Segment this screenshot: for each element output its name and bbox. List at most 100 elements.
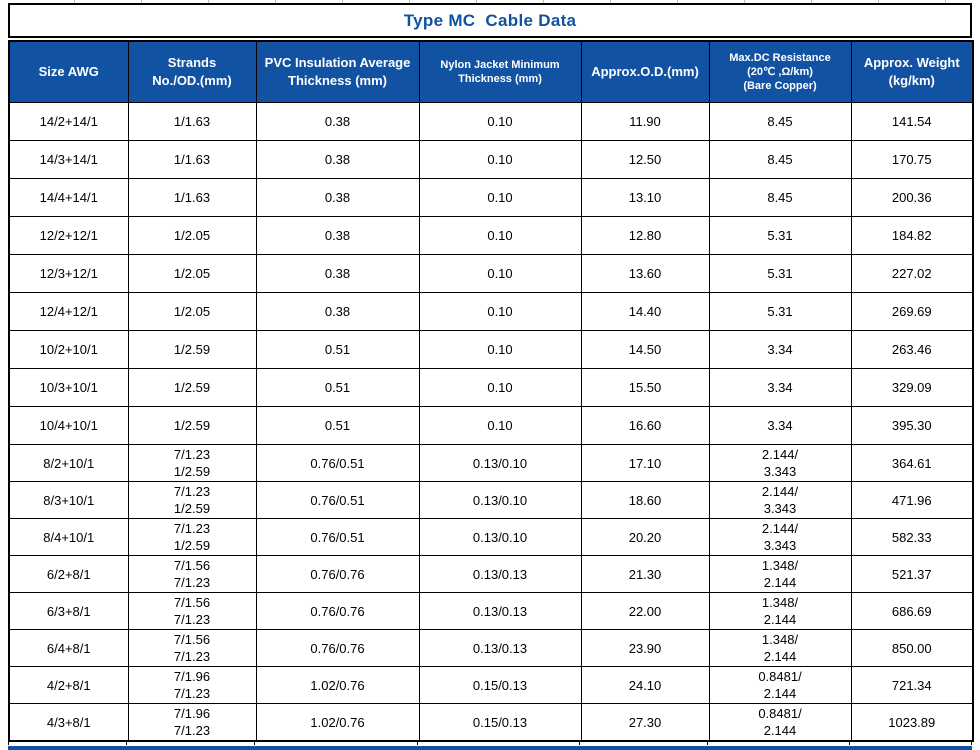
- cell-line: 2.144: [763, 575, 797, 590]
- cell-line: 8.45: [767, 152, 793, 167]
- cell-line: 2.144/: [761, 521, 799, 536]
- cropped-cell: [850, 742, 972, 745]
- cell-strands: 7/1.56 7/1.23: [127, 555, 257, 593]
- cell-weight: 471.96: [850, 481, 974, 519]
- cell-size: 8/4+10/1: [8, 518, 129, 556]
- cell-line: 1023.89: [888, 714, 936, 730]
- cell-line: 7/1.23: [173, 447, 211, 462]
- cell-weight: 200.36: [850, 178, 974, 217]
- cell-strands: 7/1.23 1/2.59: [127, 518, 257, 556]
- cell-line: 8/3+10/1: [43, 492, 95, 508]
- table-row: 14/3+14/1 1/1.63 0.38 0.10 12.50 8.45 170.75: [8, 140, 974, 179]
- cell-resistance: 5.31: [708, 254, 852, 293]
- cell-line: 1.348/: [761, 632, 799, 647]
- cell-pvc: 0.76/0.51: [255, 481, 420, 519]
- cell-pvc: 0.38: [255, 254, 420, 293]
- cell-resistance: 8.45: [708, 140, 852, 179]
- cell-line: 18.60: [628, 492, 662, 508]
- cell-line: 200.36: [891, 190, 932, 205]
- cropped-row-above: [8, 0, 972, 3]
- cell-strands: 1/2.59: [127, 406, 257, 445]
- cell-line: 7/1.23: [173, 575, 211, 590]
- cell-line: 3.34: [767, 342, 793, 357]
- cell-line: 2.144/: [761, 447, 799, 462]
- cell-line: 0.10: [487, 114, 513, 129]
- cell-line: 0.38: [324, 190, 351, 205]
- cell-weight: 170.75: [850, 140, 974, 179]
- header-line: (20℃ ,Ω/km): [747, 66, 813, 78]
- cell-nylon: 0.10: [418, 178, 582, 217]
- cell-nylon: 0.13/0.10: [418, 481, 582, 519]
- cell-resistance: 5.31: [708, 292, 852, 331]
- cell-line: 1/1.63: [173, 114, 211, 129]
- header-line: Size AWG: [38, 64, 99, 79]
- cell-line: 0.13/0.10: [472, 492, 528, 508]
- cell-line: 12.50: [628, 152, 662, 167]
- cell-size: 10/3+10/1: [8, 368, 129, 407]
- cell-line: 12/2+12/1: [39, 228, 98, 243]
- cell-line: 0.10: [487, 266, 513, 281]
- cell-line: 0.10: [487, 418, 513, 433]
- cell-strands: 7/1.23 1/2.59: [127, 481, 257, 519]
- cell-line: 471.96: [891, 492, 932, 508]
- header-line: Strands: [167, 55, 217, 70]
- cell-line: 0.76/0.51: [310, 455, 365, 471]
- table-row: 14/4+14/1 1/1.63 0.38 0.10 13.10 8.45 200.36: [8, 178, 974, 217]
- cell-line: 7/1.23: [173, 686, 211, 701]
- cell-line: 14.50: [628, 342, 662, 357]
- cell-resistance: 1.348/2.144: [708, 592, 852, 630]
- cell-weight: 521.37: [850, 555, 974, 593]
- cell-weight: 227.02: [850, 254, 974, 293]
- cell-line: 686.69: [891, 603, 932, 619]
- cell-resistance: 1.348/2.144: [708, 629, 852, 667]
- cell-line: 170.75: [891, 152, 932, 167]
- cell-resistance: 3.34: [708, 368, 852, 407]
- cell-size: 6/4+8/1: [8, 629, 129, 667]
- cell-od: 21.30: [580, 555, 710, 593]
- cell-od: 24.10: [580, 666, 710, 704]
- cell-line: 329.09: [891, 380, 932, 395]
- cell-pvc: 0.51: [255, 368, 420, 407]
- table-row: 10/3+10/1 1/2.59 0.51 0.10 15.50 3.34 329.09: [8, 368, 974, 407]
- header-line: Nylon Jacket Minimum: [440, 59, 560, 71]
- cropped-cell: [708, 742, 850, 745]
- cell-line: 1.348/: [761, 558, 799, 573]
- cropped-row-below: [8, 742, 972, 745]
- cell-line: 2.144: [763, 612, 797, 627]
- cell-od: 13.60: [580, 254, 710, 293]
- header-line: (kg/km): [888, 73, 935, 88]
- cell-resistance: 0.8481/2.144: [708, 703, 852, 742]
- table-header: Size AWG Strands No./OD.(mm) PVC Insulation…: [8, 40, 974, 103]
- cell-line: 0.38: [324, 152, 351, 167]
- header-line: Approx.O.D.(mm): [591, 64, 699, 79]
- cell-line: 7/1.56: [173, 595, 211, 610]
- cell-line: 12.80: [628, 228, 662, 243]
- cell-resistance: 8.45: [708, 102, 852, 141]
- cell-od: 27.30: [580, 703, 710, 742]
- cell-nylon: 0.10: [418, 102, 582, 141]
- table-row: 4/3+8/1 7/1.96 7/1.23 1.02/0.76 0.15/0.13 27.…: [8, 703, 974, 742]
- cell-line: 0.51: [324, 380, 351, 395]
- cell-line: 263.46: [891, 342, 932, 357]
- cell-line: 3.34: [767, 418, 793, 433]
- cell-weight: 721.34: [850, 666, 974, 704]
- cell-line: 7/1.23: [173, 484, 211, 499]
- cell-weight: 582.33: [850, 518, 974, 556]
- table-row: 10/4+10/1 1/2.59 0.51 0.10 16.60 3.34 395.30: [8, 406, 974, 445]
- cell-size: 14/3+14/1: [8, 140, 129, 179]
- cell-nylon: 0.10: [418, 216, 582, 255]
- cell-line: 0.10: [487, 190, 513, 205]
- cell-nylon: 0.13/0.13: [418, 592, 582, 630]
- cell-od: 13.10: [580, 178, 710, 217]
- cell-line: 7/1.23: [173, 723, 211, 738]
- cell-line: 4/2+8/1: [46, 677, 91, 693]
- cell-size: 8/2+10/1: [8, 444, 129, 482]
- cell-line: 0.8481/: [758, 669, 802, 684]
- cell-resistance: 2.144/3.343: [708, 518, 852, 556]
- cell-od: 17.10: [580, 444, 710, 482]
- cell-line: 10/3+10/1: [39, 380, 98, 395]
- table-row: 6/3+8/1 7/1.56 7/1.23 0.76/0.76 0.13/0.13 22.…: [8, 592, 974, 630]
- cell-nylon: 0.10: [418, 368, 582, 407]
- cell-pvc: 0.51: [255, 406, 420, 445]
